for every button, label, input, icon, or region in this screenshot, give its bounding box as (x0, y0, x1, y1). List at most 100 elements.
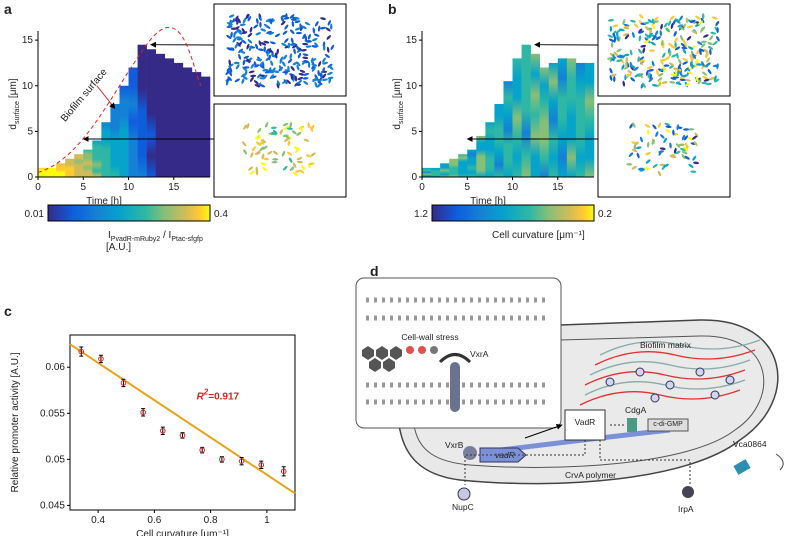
cell (292, 172, 298, 176)
cell (328, 65, 334, 70)
cell (647, 69, 654, 72)
cell (301, 164, 305, 171)
cell (246, 58, 251, 64)
cell (634, 141, 639, 146)
cell (321, 73, 327, 79)
y-label-unit: [μm] (8, 78, 19, 98)
y-tick-label: 0 (411, 172, 417, 183)
cell (299, 69, 306, 73)
cell (228, 63, 234, 68)
cell (688, 164, 694, 168)
inhibition (464, 424, 691, 485)
cell (657, 122, 662, 128)
colorbar-tick-label: 1.2 (414, 209, 428, 220)
cell (255, 141, 261, 146)
cell (254, 64, 260, 68)
cell (249, 170, 255, 175)
point (179, 432, 186, 439)
x-axis-label: Cell curvature [μm⁻¹] (136, 529, 229, 536)
cell (302, 53, 309, 57)
cell (321, 78, 328, 81)
cell (684, 82, 690, 87)
cell (257, 73, 262, 79)
heat-column (503, 81, 513, 177)
cell (241, 31, 248, 35)
cell (644, 26, 650, 31)
cell (247, 39, 253, 44)
cell (234, 78, 240, 83)
cell (659, 30, 663, 37)
cell (317, 69, 320, 76)
cell (260, 139, 267, 144)
cell (258, 15, 262, 21)
panel-label: a (4, 1, 12, 17)
cell (285, 13, 288, 20)
cell (264, 70, 271, 74)
cell (236, 37, 243, 41)
label: Biofilm matrix (640, 340, 692, 350)
cell (676, 124, 680, 131)
cell (260, 42, 267, 46)
cell (317, 80, 323, 85)
cell (705, 62, 711, 67)
cell (658, 150, 662, 156)
cell (669, 62, 675, 67)
cell (262, 145, 268, 150)
cell (623, 53, 630, 57)
cell (706, 57, 710, 63)
cell (674, 37, 678, 43)
cell (674, 69, 678, 76)
cell (648, 77, 654, 83)
label: vadR (495, 450, 515, 460)
cell (291, 44, 298, 49)
cell (644, 167, 650, 170)
cdigmp-box (647, 418, 689, 432)
point (160, 427, 166, 434)
cell (697, 41, 703, 46)
cell (657, 170, 662, 177)
cell (327, 71, 333, 76)
cell (618, 28, 625, 32)
cell (282, 80, 288, 84)
colorbar-label-part: I (108, 230, 111, 241)
cell (649, 28, 653, 35)
cell (243, 124, 248, 130)
cell (715, 20, 720, 27)
cell (297, 52, 302, 59)
cell (638, 48, 643, 54)
cell (303, 138, 310, 142)
cell (709, 48, 712, 55)
cell (254, 136, 261, 139)
cell (232, 37, 237, 43)
cell (228, 59, 231, 66)
label: CdgA (625, 405, 647, 415)
cell (255, 18, 259, 25)
cell (314, 21, 319, 27)
cell (609, 67, 613, 74)
error-bar (79, 346, 84, 357)
heat-column (494, 104, 504, 177)
point (140, 409, 146, 416)
cell (707, 69, 712, 75)
y-tick-label: 15 (406, 35, 418, 46)
cell (652, 163, 658, 168)
cell (281, 61, 286, 67)
cell (682, 74, 689, 77)
cell (281, 42, 287, 47)
cell (256, 58, 263, 61)
cell (637, 73, 644, 76)
cell (709, 35, 714, 41)
heat-column (182, 67, 193, 177)
cell (286, 127, 293, 130)
cell (280, 20, 286, 26)
cell (260, 162, 267, 166)
cell (259, 21, 262, 28)
cell (681, 134, 686, 141)
cell (625, 61, 628, 68)
cell (283, 54, 288, 60)
cell (282, 30, 288, 35)
cell (699, 48, 705, 52)
x-tick-label: 0.6 (147, 515, 161, 526)
cell (632, 122, 636, 128)
cell (251, 146, 256, 152)
